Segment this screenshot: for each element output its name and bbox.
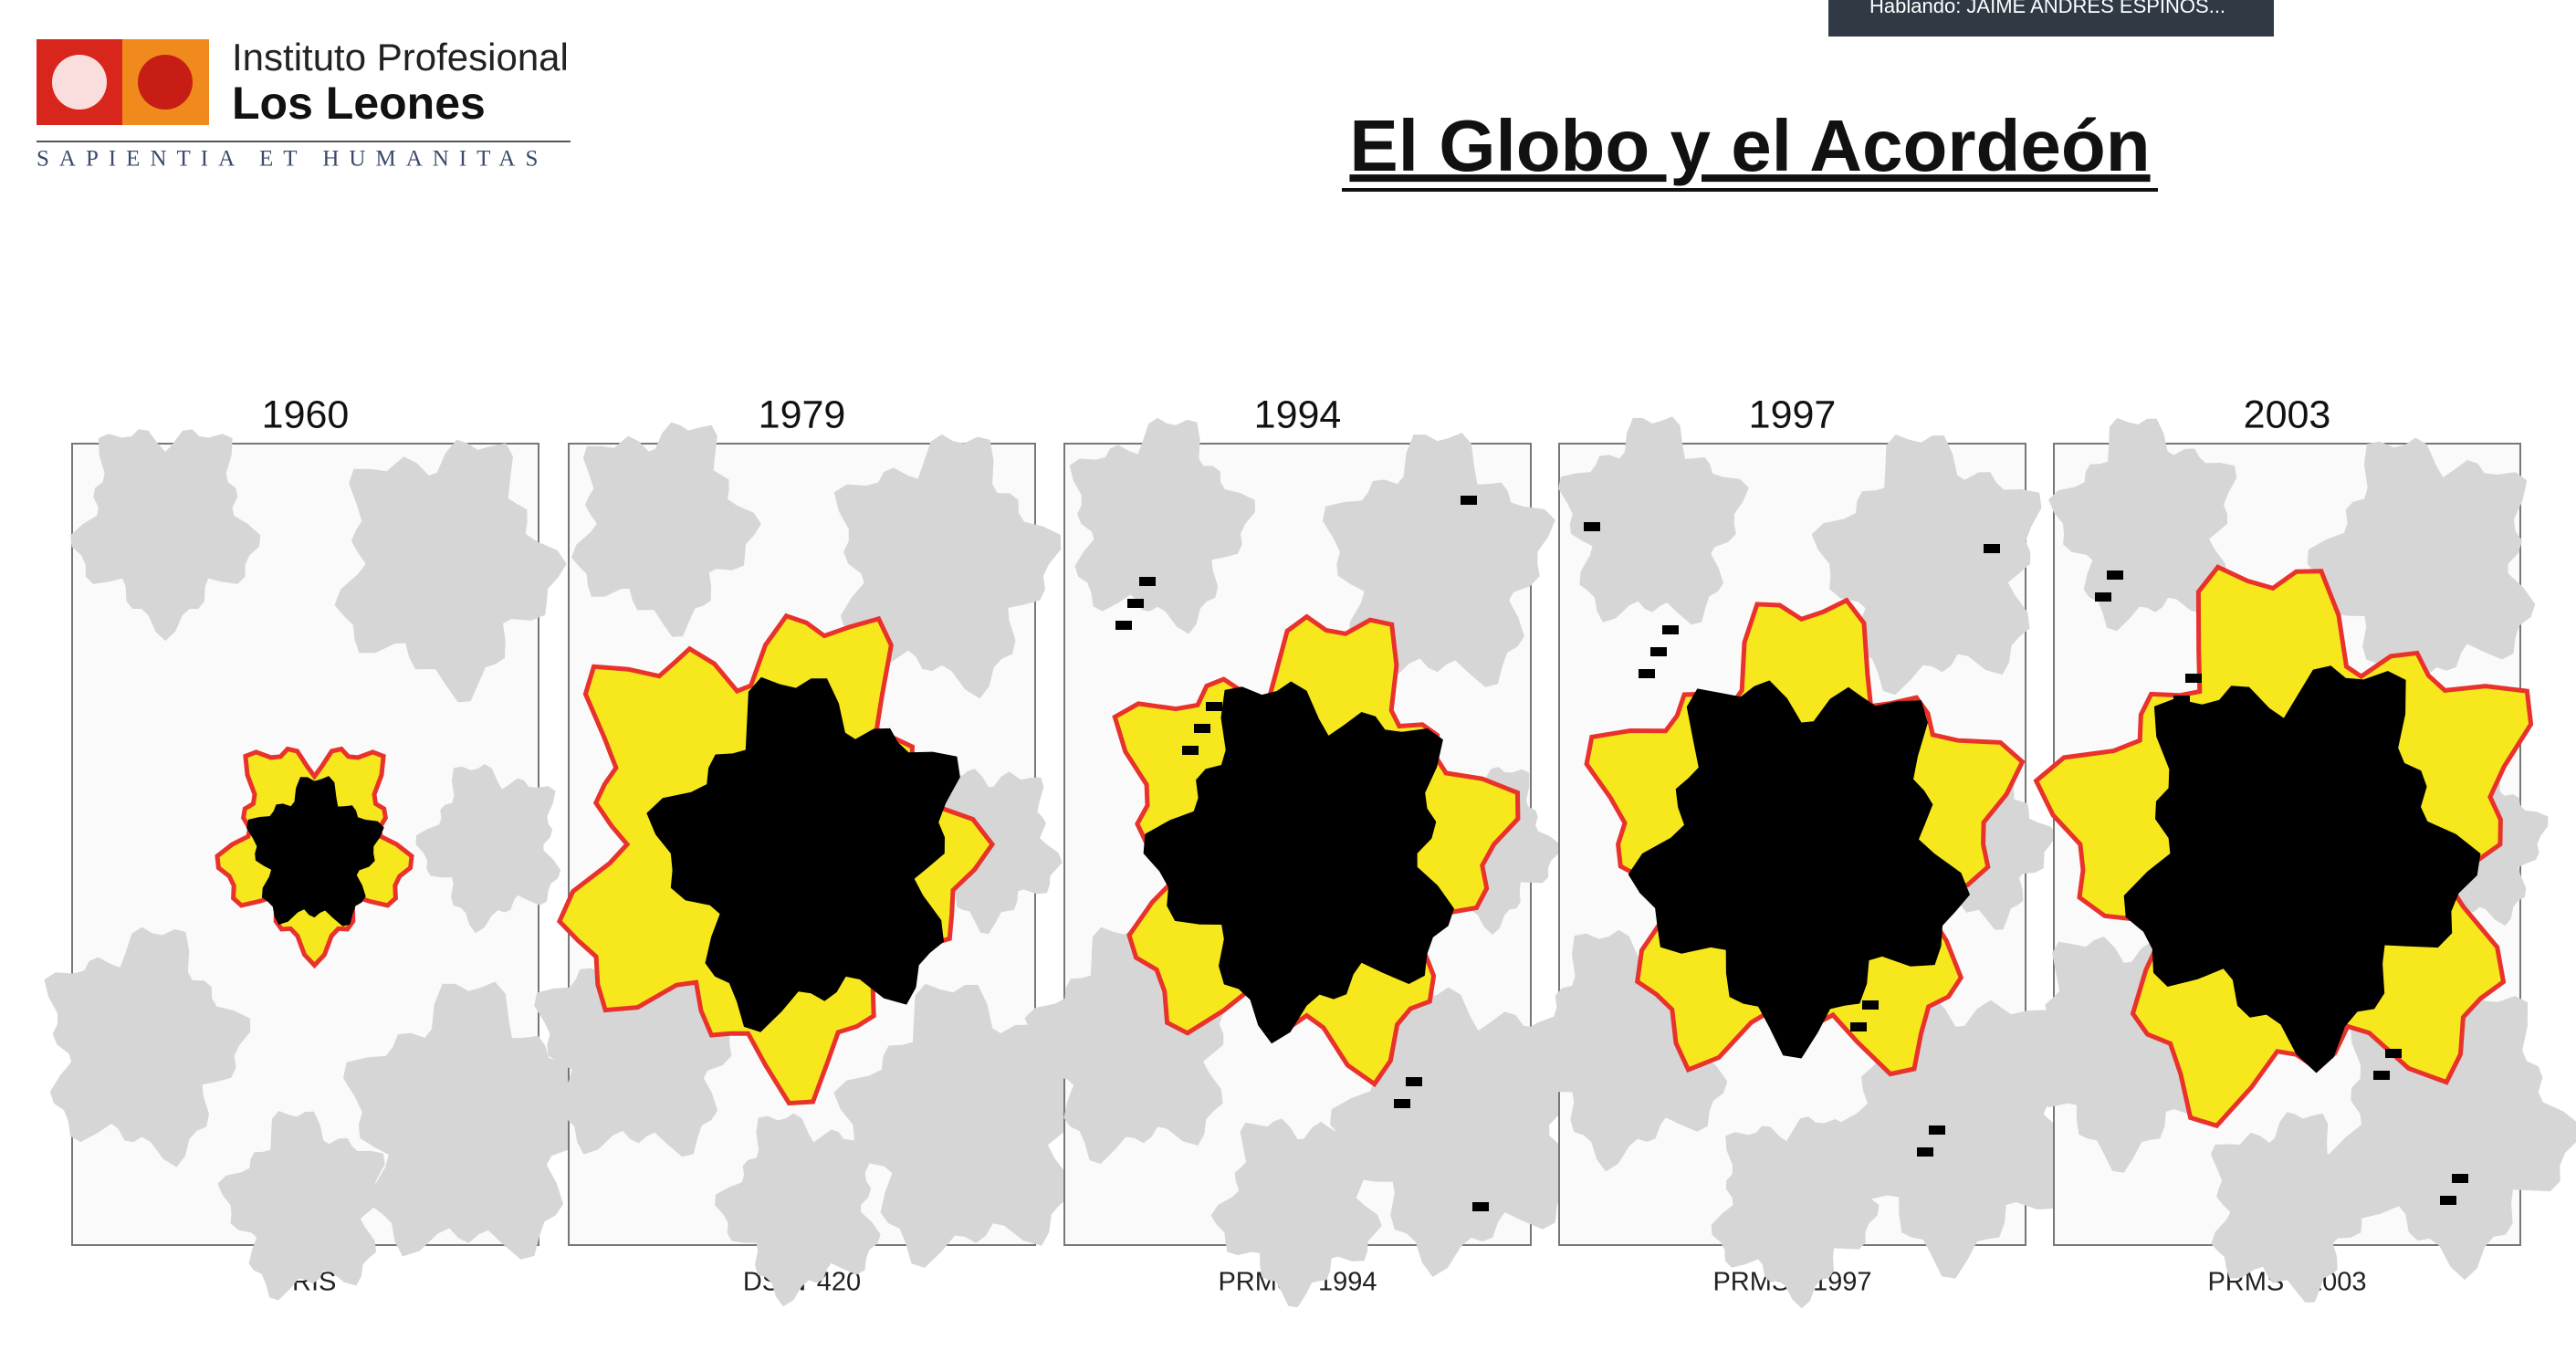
map-panel [44, 429, 598, 1301]
urban-speck [1182, 746, 1199, 755]
logo-lion-left [52, 55, 107, 110]
urban-area [2123, 665, 2481, 1073]
urban-speck [1139, 577, 1156, 586]
logo-line1: Instituto Profesional [232, 36, 569, 79]
terrain-shade [334, 439, 567, 703]
urban-speck [1729, 750, 1745, 759]
terrain-shade [571, 422, 761, 637]
urban-speck [1862, 1000, 1879, 1010]
terrain-shade [2048, 417, 2237, 632]
urban-speck [1339, 952, 1356, 961]
urban-speck [2095, 592, 2111, 602]
logo-motto: SAPIENTIA ET HUMANITAS [37, 147, 548, 172]
terrain-shade [343, 981, 598, 1260]
urban-speck [1394, 1099, 1410, 1108]
terrain-shade [1210, 1118, 1382, 1308]
slide-title: El Globo y el Acordeón [1349, 105, 2150, 186]
urban-speck [2307, 946, 2323, 955]
urban-speck [1272, 827, 1289, 836]
urban-speck [1406, 1077, 1422, 1086]
urban-area [246, 776, 384, 927]
terrain-shade [715, 1113, 881, 1307]
urban-speck [1472, 1202, 1489, 1211]
urban-speck [1717, 772, 1733, 781]
urban-area [646, 676, 960, 1032]
urban-area [1143, 681, 1454, 1044]
urban-speck [1261, 849, 1277, 858]
logo-lion-right [138, 55, 193, 110]
urban-speck [2240, 821, 2257, 830]
terrain-shade [1558, 416, 1749, 625]
urban-speck [1850, 1022, 1867, 1031]
urban-speck [2452, 1174, 2468, 1183]
urban-speck [2385, 1049, 2402, 1058]
terrain-shade [2329, 992, 2576, 1281]
urban-speck [1115, 621, 1132, 630]
urban-speck [1984, 544, 2000, 553]
panel-year: 2003 [2244, 393, 2331, 436]
urban-speck [1650, 647, 1667, 656]
speaker-text: Hablando: JAIME ANDRES ESPINOS... [1869, 0, 2225, 17]
terrain-shade [1811, 434, 2042, 696]
urban-speck [1796, 875, 1812, 885]
urban-speck [2173, 696, 2190, 705]
urban-speck [1584, 522, 1600, 531]
map-panel [1024, 417, 1579, 1308]
panel-year: 1994 [1254, 393, 1342, 436]
terrain-shade [415, 764, 561, 934]
panel-year: 1960 [262, 393, 350, 436]
urban-speck [2107, 571, 2123, 580]
urban-speck [1206, 702, 1222, 711]
panel-year: 1997 [1749, 393, 1837, 436]
map-panel [2016, 417, 2576, 1303]
urban-speck [1194, 724, 1210, 733]
urban-speck [1639, 669, 1655, 678]
urban-speck [2185, 674, 2202, 683]
urban-speck [2373, 1071, 2390, 1080]
terrain-shade [833, 983, 1084, 1268]
urban-speck [2252, 799, 2268, 808]
urban-speck [2228, 843, 2245, 852]
urban-speck [1784, 897, 1800, 906]
urban-area [1628, 680, 1970, 1059]
terrain-shade [70, 429, 261, 642]
urban-speck [1705, 794, 1722, 803]
terrain-shade [217, 1111, 385, 1301]
urban-speck [1917, 1147, 1933, 1157]
terrain-shade [2211, 1112, 2376, 1303]
urban-speck [1461, 496, 1477, 505]
urban-speck [1662, 625, 1679, 634]
urban-speck [1929, 1125, 1945, 1135]
urban-speck [2162, 717, 2178, 727]
urban-speck [1127, 599, 1144, 608]
terrain-shade [1711, 1116, 1880, 1309]
urban-speck [1327, 974, 1344, 983]
terrain-shade [2307, 437, 2536, 704]
panel-year: 1979 [759, 393, 846, 436]
logo-line2: Los Leones [232, 78, 486, 129]
urban-speck [2319, 924, 2335, 933]
terrain-shade [833, 434, 1062, 699]
terrain-shade [1069, 417, 1255, 634]
speaker-banner [1828, 0, 2274, 37]
terrain-shade [44, 927, 251, 1167]
urban-speck [2440, 1196, 2456, 1205]
map-panel [1520, 416, 2082, 1309]
map-panel [534, 422, 1084, 1307]
